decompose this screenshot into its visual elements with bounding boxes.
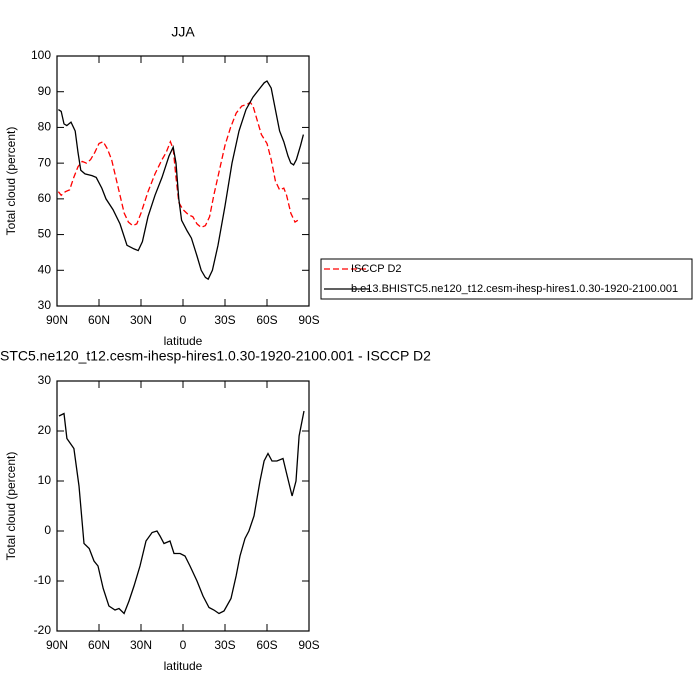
y-tick-label: 10 bbox=[38, 473, 52, 487]
data-line bbox=[58, 80, 305, 281]
y-axis-label: Total cloud (percent) bbox=[4, 127, 18, 236]
y-tick-label: 0 bbox=[44, 523, 51, 537]
x-tick-label: 60N bbox=[88, 638, 110, 652]
plot-frame bbox=[56, 380, 310, 632]
data-line bbox=[58, 410, 305, 615]
x-tick-label: 30S bbox=[214, 638, 235, 652]
x-tick-label: 0 bbox=[180, 638, 187, 652]
y-tick-label: -10 bbox=[34, 573, 52, 587]
y-axis-label: Total cloud (percent) bbox=[4, 452, 18, 561]
y-tick-label: 40 bbox=[38, 262, 52, 276]
x-tick-label: 90N bbox=[46, 638, 68, 652]
x-tick-label: 0 bbox=[180, 313, 187, 327]
legend-label: b.e13.BHISTC5.ne120_t12.cesm-ihesp-hires… bbox=[351, 283, 678, 295]
x-tick-label: 30N bbox=[130, 638, 152, 652]
y-tick-label: 100 bbox=[31, 48, 51, 62]
y-tick-label: 70 bbox=[38, 155, 52, 169]
y-tick-label: 80 bbox=[38, 120, 52, 134]
data-line bbox=[57, 101, 299, 229]
x-tick-label: 90N bbox=[46, 313, 68, 327]
y-tick-label: 20 bbox=[38, 423, 52, 437]
x-tick-label: 30S bbox=[214, 313, 235, 327]
y-tick-label: 50 bbox=[38, 227, 52, 241]
chart-title: JJA bbox=[171, 24, 195, 40]
x-axis-label: latitude bbox=[164, 659, 203, 673]
legend: ISCCP D2 b.e13.BHISTC5.ne120_t12.cesm-ihe… bbox=[320, 258, 693, 300]
y-tick-label: 90 bbox=[38, 84, 52, 98]
x-tick-label: 30N bbox=[130, 313, 152, 327]
x-tick-label: 60N bbox=[88, 313, 110, 327]
chart-title: STC5.ne120_t12.cesm-ihesp-hires1.0.30-19… bbox=[0, 348, 431, 364]
legend-label: ISCCP D2 bbox=[351, 263, 402, 275]
plot-frame bbox=[56, 55, 310, 307]
x-tick-label: 60S bbox=[256, 638, 277, 652]
x-tick-label: 90S bbox=[298, 638, 319, 652]
y-tick-label: -20 bbox=[34, 623, 52, 637]
x-axis-label: latitude bbox=[164, 334, 203, 348]
y-tick-label: 60 bbox=[38, 191, 52, 205]
legend-box bbox=[320, 258, 693, 300]
y-tick-label: 30 bbox=[38, 298, 52, 312]
x-tick-label: 60S bbox=[256, 313, 277, 327]
x-tick-label: 90S bbox=[298, 313, 319, 327]
y-tick-label: 30 bbox=[38, 373, 52, 387]
